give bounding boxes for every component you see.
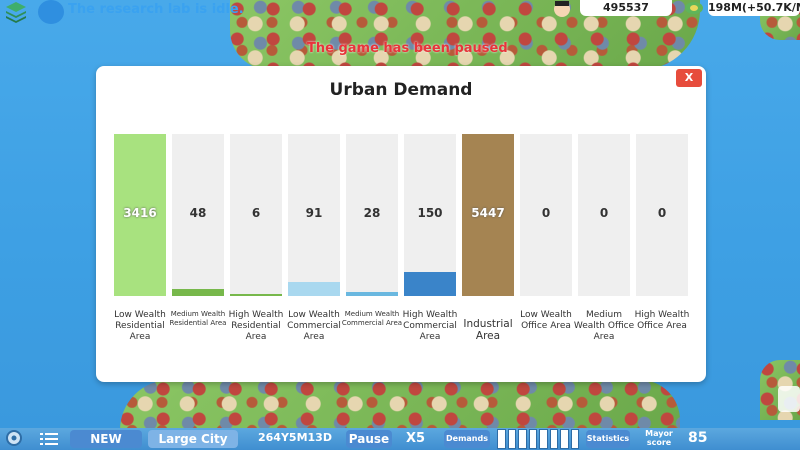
- demand-bar-track: [636, 134, 688, 296]
- demand-bar-track: [520, 134, 572, 296]
- demand-bar: [172, 289, 224, 296]
- list-icon[interactable]: [40, 432, 58, 446]
- close-button[interactable]: X: [676, 69, 702, 87]
- mayor-score-label: Mayor score: [645, 429, 673, 447]
- demand-bar-label: Medium Wealth Office Area: [573, 310, 635, 342]
- demand-bar: [346, 292, 398, 296]
- demand-bar-label: Industrial Area: [463, 318, 513, 342]
- paused-message: The game has been paused: [307, 41, 508, 56]
- mini-bar: [549, 429, 558, 449]
- demand-bar-label: High Wealth Commercial Area: [402, 310, 458, 342]
- map-corner-button[interactable]: [778, 386, 800, 412]
- demand-bar-label: Medium Wealth Commercial Area: [341, 310, 403, 327]
- population-display[interactable]: 495537: [580, 0, 672, 16]
- demand-bar-label: Low Wealth Office Area: [520, 310, 572, 331]
- urban-demand-dialog: Urban Demand X 3416 Low Wealth Residentia…: [96, 66, 706, 382]
- gear-icon[interactable]: [6, 430, 22, 446]
- new-button[interactable]: NEW: [70, 430, 142, 448]
- dialog-title: Urban Demand: [329, 80, 473, 100]
- mini-bar: [539, 429, 548, 449]
- demand-bar: [404, 272, 456, 296]
- mayor-avatar-icon[interactable]: [551, 0, 573, 18]
- demands-button[interactable]: Demands: [444, 430, 490, 448]
- mini-bar: [497, 429, 506, 449]
- demand-bar-value: 48: [189, 206, 207, 220]
- money-icon[interactable]: [684, 0, 704, 16]
- demand-bar-track: [346, 134, 398, 296]
- demand-bar-label: High Wealth Office Area: [634, 310, 690, 331]
- demand-bar: [462, 134, 514, 296]
- demand-bar-track: [114, 134, 166, 296]
- demand-bar-value: 0: [599, 206, 609, 220]
- demand-bar: [288, 282, 340, 296]
- mini-bar: [570, 429, 579, 449]
- city-size-button[interactable]: Large City: [148, 430, 238, 448]
- demand-bar-track: [230, 134, 282, 296]
- mini-bar: [518, 429, 527, 449]
- demand-bar-label: Low Wealth Residential Area: [114, 310, 166, 342]
- demand-bar: [114, 134, 166, 296]
- demand-bar-value: 3416: [123, 206, 157, 220]
- mini-bar: [528, 429, 537, 449]
- statistics-button[interactable]: Statistics: [586, 430, 630, 448]
- demand-mini-bars[interactable]: [497, 429, 579, 449]
- demand-bar-track: [462, 134, 514, 296]
- demand-bar-label: High Wealth Residential Area: [228, 310, 284, 342]
- demand-bar-value: 0: [541, 206, 551, 220]
- demand-bar-label: Low Wealth Commercial Area: [287, 310, 341, 342]
- demand-bar-value: 6: [251, 206, 261, 220]
- mini-bar: [560, 429, 569, 449]
- demand-bar-value: 28: [363, 206, 381, 220]
- demand-bar-value: 91: [305, 206, 323, 220]
- research-status-text[interactable]: The research lab is idle.: [68, 2, 244, 17]
- research-lab-icon[interactable]: [38, 0, 64, 24]
- demand-bar-label: Medium Wealth Residential Area: [169, 310, 227, 327]
- demand-bar: [230, 294, 282, 296]
- speed-button[interactable]: X5: [406, 431, 426, 446]
- game-date: 264Y5M13D: [258, 431, 332, 444]
- pause-button[interactable]: Pause: [346, 430, 392, 448]
- demand-bar-track: [172, 134, 224, 296]
- demand-bar-track: [288, 134, 340, 296]
- demand-bar-value: 5447: [471, 206, 505, 220]
- layers-icon[interactable]: [4, 0, 28, 24]
- mini-bar: [507, 429, 516, 449]
- demand-bar-track: [578, 134, 630, 296]
- demand-bar-track: [404, 134, 456, 296]
- demand-bar-value: 0: [657, 206, 667, 220]
- mayor-score-value: 85: [688, 430, 708, 446]
- money-display[interactable]: 198M(+50.7K/M): [708, 0, 800, 16]
- demand-bar-value: 150: [417, 206, 443, 220]
